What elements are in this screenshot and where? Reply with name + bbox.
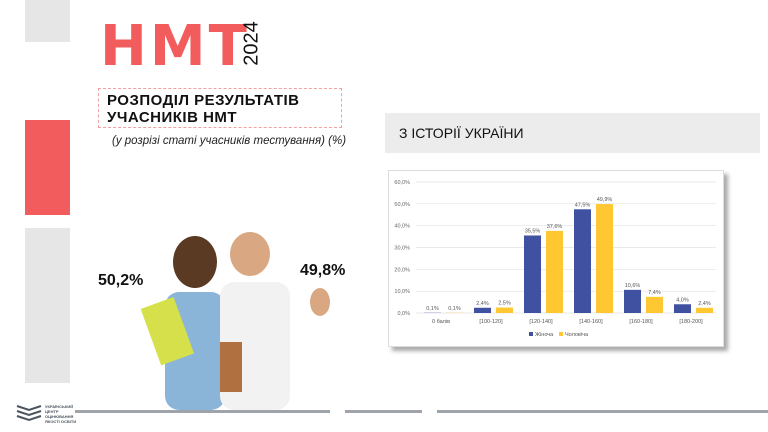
svg-text:ЯКОСТІ ОСВІТИ: ЯКОСТІ ОСВІТИ: [45, 419, 76, 424]
y-tick-label: 30,0%: [394, 246, 410, 252]
data-label: 47,5%: [575, 202, 591, 208]
bar-male: [646, 296, 663, 313]
banner-label: З ІСТОРІЇ УКРАЇНИ: [399, 125, 524, 141]
footer-line: [437, 410, 768, 413]
y-tick-label: 0,0%: [397, 311, 410, 317]
male-percent: 49,8%: [300, 262, 346, 279]
x-tick-label: [160-180]: [629, 319, 653, 325]
data-label: 49,9%: [597, 197, 613, 203]
chart: 0,0% 10,0% 20,0% 30,0% 40,0% 50,0% 60,0% 0,1% 0,…: [388, 170, 724, 347]
svg-text:УКРАЇНСЬКИЙ: УКРАЇНСЬКИЙ: [45, 404, 73, 409]
bar-chart: 0,0% 10,0% 20,0% 30,0% 40,0% 50,0% 60,0% 0,1% 0,…: [394, 180, 716, 338]
deco-bar-top: [25, 0, 70, 42]
legend-swatch: [529, 332, 533, 336]
y-tick-label: 60,0%: [394, 180, 410, 186]
bar-male: [546, 230, 563, 313]
footer-line: [75, 410, 330, 413]
bar-male: [596, 204, 613, 313]
footer-line: [345, 410, 422, 413]
y-tick-label: 40,0%: [394, 224, 410, 230]
deco-bar-bottom: [25, 228, 70, 383]
y-tick-label: 20,0%: [394, 267, 410, 273]
svg-text:ОЦІНЮВАННЯ: ОЦІНЮВАННЯ: [45, 414, 74, 419]
bar-male: [696, 307, 713, 313]
female-percent: 50,2%: [98, 272, 144, 289]
students-photo: [140, 232, 330, 410]
bar-female: [524, 235, 541, 313]
x-tick-label: [100-120]: [479, 319, 503, 325]
subtitle: (у розрізі статі учасників тестування) (…: [112, 135, 347, 147]
x-tick-label: [140-160]: [579, 319, 603, 325]
bar-female: [674, 304, 691, 313]
data-label: 37,6%: [547, 224, 563, 230]
data-label: 2,4%: [698, 301, 711, 307]
data-label: 10,6%: [625, 283, 641, 289]
year-label: 2024: [240, 21, 263, 66]
y-tick-label: 50,0%: [394, 202, 410, 208]
legend-label: Чоловіча: [565, 332, 589, 338]
bar-female: [474, 307, 491, 313]
data-label: 0,1%: [448, 306, 461, 312]
ucoqe-logo: УКРАЇНСЬКИЙ ЦЕНТР ОЦІНЮВАННЯ ЯКОСТІ ОСВІ…: [16, 404, 76, 424]
bar-female: [624, 289, 641, 313]
deco-bar-red: [25, 120, 70, 215]
x-tick-label: [120-140]: [529, 319, 553, 325]
data-label: 7,4%: [648, 290, 661, 296]
data-label: 0,1%: [426, 306, 439, 312]
bar-male: [496, 307, 513, 313]
page-title: НМТ: [100, 14, 250, 79]
x-tick-label: 0 балів: [432, 319, 450, 325]
heading: РОЗПОДІЛ РЕЗУЛЬТАТІВ УЧАСНИКІВ НМТ: [98, 88, 342, 128]
legend-label: Жіноча: [535, 332, 554, 338]
data-label: 2,5%: [498, 301, 511, 307]
svg-text:ЦЕНТР: ЦЕНТР: [45, 409, 59, 414]
data-label: 2,4%: [476, 301, 489, 307]
banner: З ІСТОРІЇ УКРАЇНИ: [385, 113, 760, 153]
legend-swatch: [559, 332, 563, 336]
x-tick-label: [180-200]: [679, 319, 703, 325]
bar-female: [574, 209, 591, 313]
y-tick-label: 10,0%: [394, 289, 410, 295]
data-label: 35,5%: [525, 228, 541, 234]
data-label: 4,0%: [676, 297, 689, 303]
